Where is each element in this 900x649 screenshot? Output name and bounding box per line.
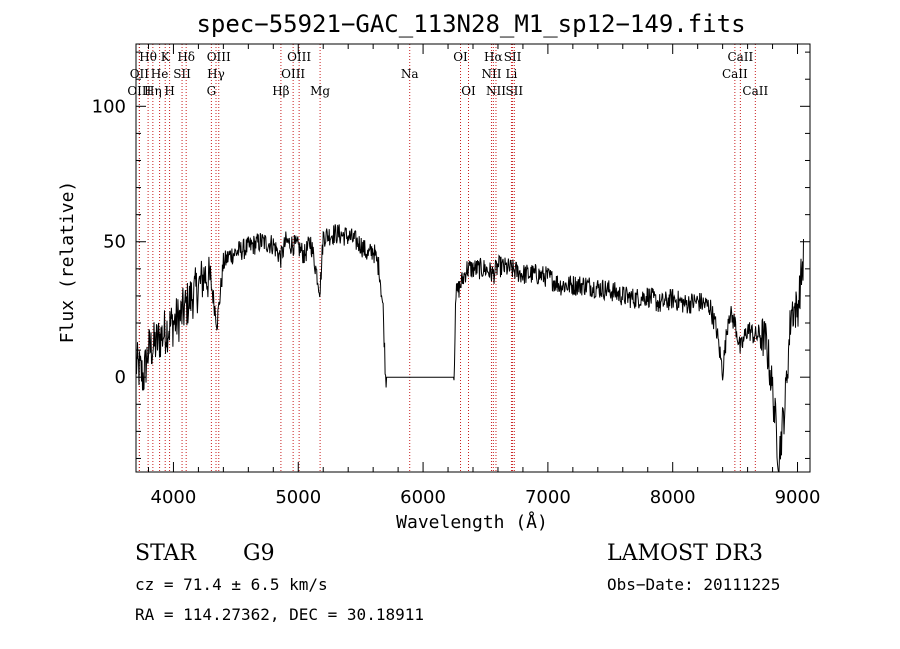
line-label-3: Hη: [144, 84, 162, 98]
y-axis-label: Flux (relative): [57, 181, 78, 344]
ra-dec-coordinates: RA = 114.27362, DEC = 30.18911: [135, 605, 424, 624]
line-label-20: SII: [504, 50, 522, 64]
line-label-15: Mg: [310, 84, 330, 98]
line-label-4: He: [151, 67, 169, 81]
line-label-13: OIII: [287, 50, 311, 64]
x-tick-label: 6000: [400, 487, 446, 508]
line-label-22: Li: [506, 67, 518, 81]
y-tick-label: 100: [92, 96, 126, 117]
x-tick-label: 4000: [151, 487, 197, 508]
line-label-23: NII: [486, 84, 506, 98]
line-label-6: SII: [173, 67, 191, 81]
y-tick-label: 50: [103, 232, 126, 253]
object-subclass: G9: [243, 541, 275, 566]
line-label-12: Hβ: [272, 84, 289, 98]
line-label-5: K: [161, 50, 171, 64]
x-axis-label: Wavelength (Å): [396, 511, 548, 533]
line-label-8: Hδ: [177, 50, 195, 64]
x-tick-label: 9000: [775, 487, 821, 508]
line-label-11: G: [207, 84, 217, 98]
line-label-9: OIII: [207, 50, 231, 64]
x-tick-label: 7000: [525, 487, 571, 508]
line-label-16: Na: [401, 67, 419, 81]
line-label-26: CaII: [722, 67, 748, 81]
plot-frame: [135, 43, 811, 473]
spectrum-line: [135, 224, 804, 473]
line-label-17: OI: [453, 50, 468, 64]
line-label-1: OII: [130, 67, 150, 81]
line-label-24: SII: [505, 84, 523, 98]
x-tick-label: 8000: [650, 487, 696, 508]
line-label-2: OIII: [127, 84, 151, 98]
line-label-0: Hθ: [139, 50, 157, 64]
line-label-14: OIII: [281, 67, 305, 81]
line-label-27: CaII: [742, 84, 768, 98]
line-label-10: Hγ: [207, 67, 225, 81]
y-axis-ticks: 0 50 100: [92, 51, 810, 459]
redshift-cz: cz = 71.4 ± 6.5 km/s: [135, 575, 328, 594]
survey-name: LAMOST DR3: [607, 541, 763, 566]
line-label-19: Hα: [484, 50, 503, 64]
observation-date: Obs−Date: 20111225: [607, 575, 780, 594]
line-label-25: CaII: [727, 50, 753, 64]
x-axis-ticks: 4000 5000 6000 7000 8000 9000: [147, 44, 821, 508]
chart-title: spec−55921−GAC_113N28_M1_sp12−149.fits: [196, 10, 745, 38]
line-label-7: H: [164, 84, 174, 98]
x-tick-label: 5000: [275, 487, 321, 508]
y-tick-label: 0: [115, 367, 126, 388]
line-label-18: OI: [461, 84, 476, 98]
object-class: STAR: [135, 541, 197, 566]
line-label-21: NII: [481, 67, 501, 81]
